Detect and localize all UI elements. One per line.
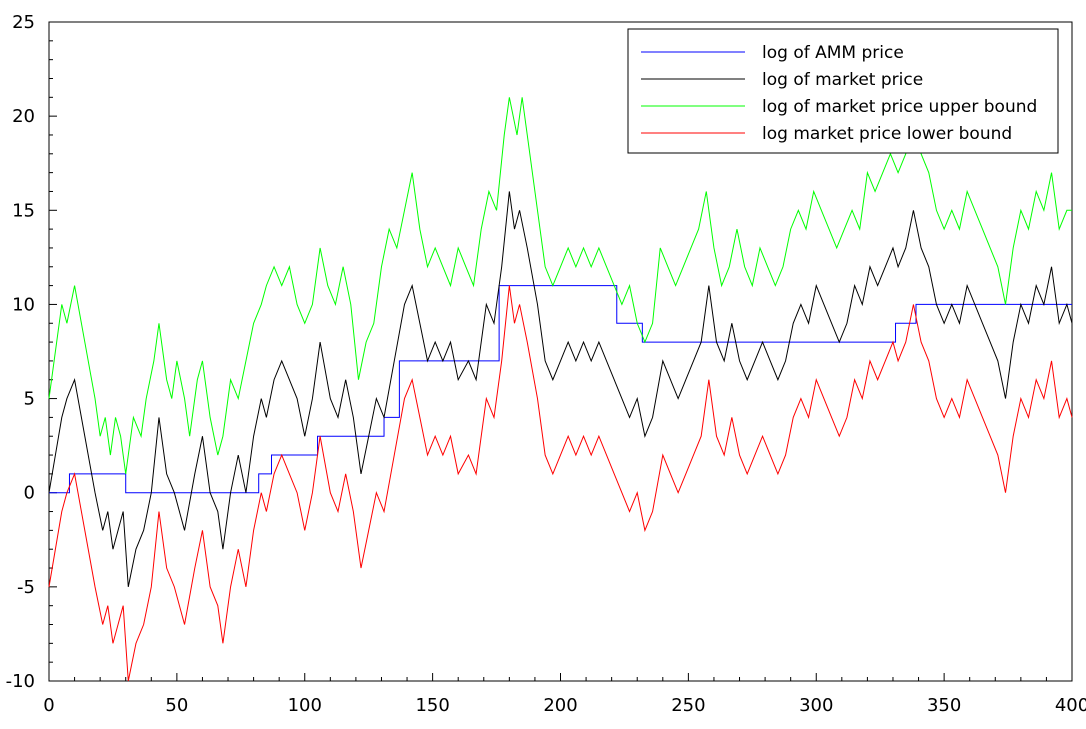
y-tick-label: 0	[24, 483, 35, 504]
x-tick-label: 350	[927, 695, 961, 716]
x-tick-label: 150	[415, 695, 449, 716]
axes-layer: 0 50 100 150 200 250 300 350 400 -10 -5 0 5 10 15 20 25	[6, 12, 1086, 716]
legend-label-1: log of market price	[762, 70, 923, 90]
series-line-3	[48, 285, 1073, 682]
y-tick-label: 15	[12, 200, 35, 221]
series-line-0	[49, 285, 1072, 494]
legend-label-3: log market price lower bound	[762, 124, 1012, 144]
legend: log of AMM price log of market price log o…	[627, 28, 1059, 154]
series-line-1	[48, 191, 1073, 587]
y-tick-label: 5	[24, 389, 35, 410]
y-tick-label: 25	[12, 12, 35, 33]
y-tick-label: -10	[6, 671, 35, 692]
x-tick-label: 400	[1055, 695, 1086, 716]
x-tick-label: 50	[165, 695, 188, 716]
x-tick-label: 250	[671, 695, 705, 716]
x-tick-label: 200	[543, 695, 577, 716]
x-tick-label: 0	[43, 695, 54, 716]
y-tick-label: 20	[12, 106, 35, 127]
y-tick-label: -5	[17, 577, 35, 598]
x-tick-label: 100	[288, 695, 322, 716]
x-tick-label: 300	[799, 695, 833, 716]
y-tick-label: 10	[12, 294, 35, 315]
legend-box	[627, 28, 1059, 154]
legend-label-2: log of market price upper bound	[762, 97, 1037, 117]
series-layer	[48, 97, 1073, 682]
legend-label-0: log of AMM price	[762, 43, 904, 63]
series-line-2	[48, 97, 1072, 474]
